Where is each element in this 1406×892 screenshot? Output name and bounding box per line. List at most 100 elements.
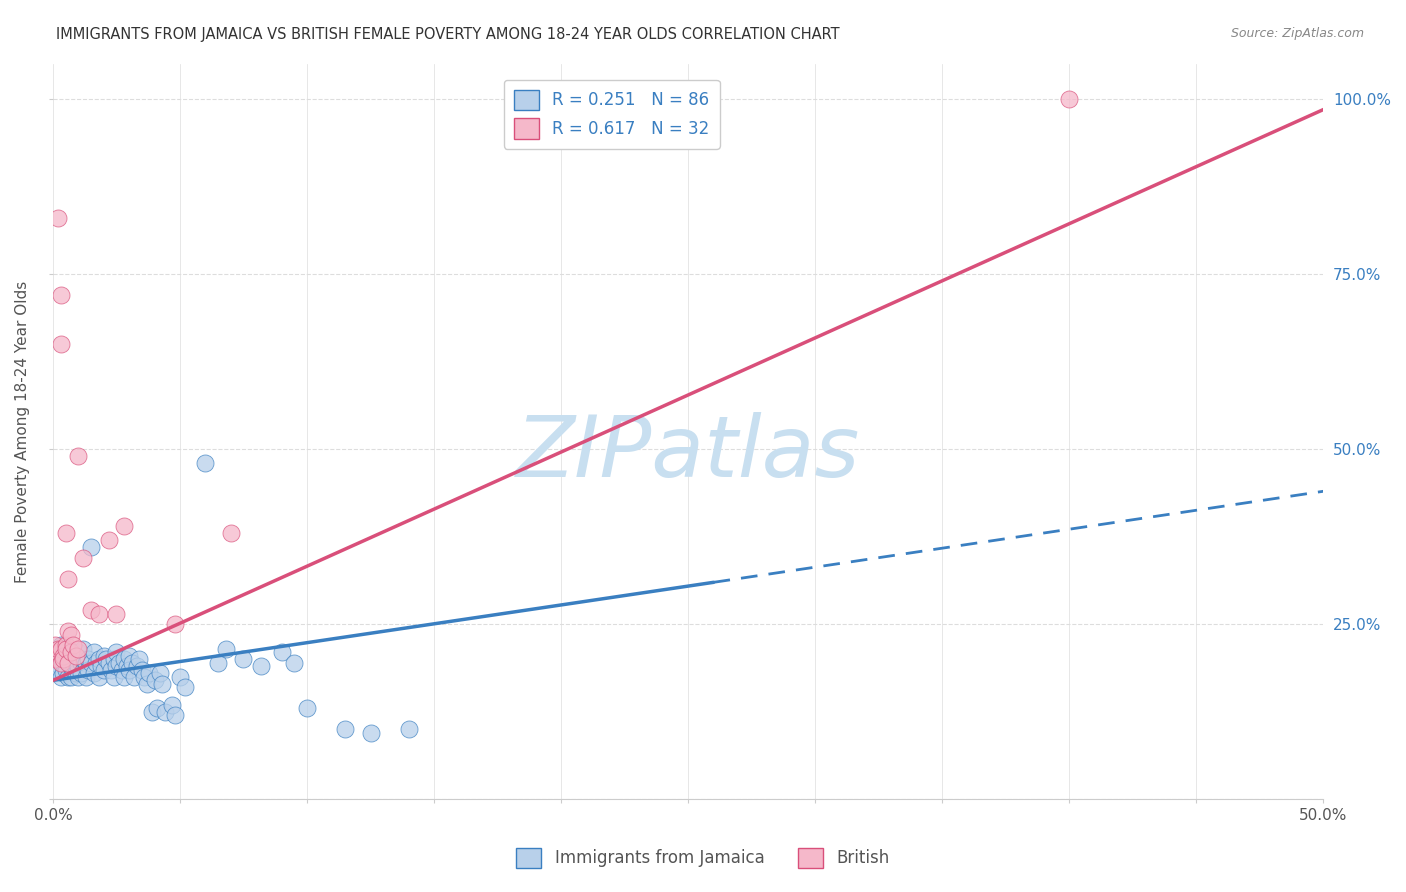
Point (49, 337, 72, 351)
Point (65, 666, 87, 681)
Point (59, 645, 82, 659)
Point (333, 723, 356, 737)
Point (72, 550, 94, 565)
Point (52, 648, 75, 663)
Point (162, 698, 184, 712)
Point (150, 677, 173, 691)
Point (115, 659, 138, 673)
Point (62, 639, 84, 653)
Legend: R = 0.251   N = 86, R = 0.617   N = 32: R = 0.251 N = 86, R = 0.617 N = 32 (505, 79, 720, 149)
Point (46, 211, 69, 226)
Point (110, 663, 132, 677)
Point (83, 666, 105, 681)
Point (55, 663, 77, 677)
Point (174, 681, 197, 695)
Point (108, 656, 131, 670)
Point (49, 670, 72, 684)
Point (46, 645, 69, 659)
Point (46, 663, 69, 677)
Point (52, 666, 75, 681)
Point (118, 663, 141, 677)
Point (131, 663, 153, 677)
Point (67, 450, 90, 464)
Point (80, 603, 103, 617)
Point (52, 645, 75, 659)
Point (93, 648, 115, 663)
Point (44, 656, 66, 670)
Point (55, 526, 77, 541)
Point (46, 645, 69, 659)
Point (93, 663, 115, 677)
Point (112, 652, 135, 666)
Point (59, 659, 82, 673)
Point (55, 641, 77, 656)
Point (56, 624, 79, 639)
Point (96, 652, 118, 666)
Point (90, 659, 112, 673)
Point (67, 645, 90, 659)
Point (62, 663, 84, 677)
Point (1057, 92, 1080, 106)
Point (121, 656, 143, 670)
Point (122, 670, 145, 684)
Point (97, 656, 120, 670)
Point (44, 639, 66, 653)
Text: IMMIGRANTS FROM JAMAICA VS BRITISH FEMALE POVERTY AMONG 18-24 YEAR OLDS CORRELAT: IMMIGRANTS FROM JAMAICA VS BRITISH FEMAL… (56, 27, 839, 42)
Point (49, 656, 72, 670)
Point (103, 652, 125, 666)
Point (83, 645, 105, 659)
Point (146, 701, 169, 715)
Point (84, 656, 107, 670)
Point (128, 652, 150, 666)
Point (194, 456, 217, 470)
Point (163, 617, 186, 632)
Point (97, 533, 120, 548)
Point (360, 726, 382, 740)
Point (215, 641, 238, 656)
Point (163, 708, 186, 723)
Point (105, 645, 128, 659)
Point (100, 663, 122, 677)
Point (70, 666, 93, 681)
Point (56, 656, 79, 670)
Point (80, 541, 103, 555)
Point (103, 670, 125, 684)
Point (52, 656, 75, 670)
Point (59, 670, 82, 684)
Point (232, 652, 254, 666)
Point (138, 666, 160, 681)
Point (141, 705, 163, 719)
Point (270, 645, 292, 659)
Point (56, 670, 79, 684)
Point (135, 677, 157, 691)
Point (72, 641, 94, 656)
Point (77, 663, 100, 677)
Point (65, 648, 87, 663)
Point (87, 607, 110, 621)
Point (49, 288, 72, 302)
Point (59, 652, 82, 666)
Point (112, 670, 135, 684)
Point (59, 628, 82, 642)
Point (56, 656, 79, 670)
Point (77, 652, 100, 666)
Point (219, 526, 242, 541)
Point (62, 645, 84, 659)
Point (283, 656, 305, 670)
Point (118, 648, 141, 663)
Text: Source: ZipAtlas.com: Source: ZipAtlas.com (1230, 27, 1364, 40)
Point (52, 652, 75, 666)
Point (153, 705, 176, 719)
Point (125, 659, 148, 673)
Point (44, 652, 66, 666)
Point (67, 659, 90, 673)
Point (56, 648, 79, 663)
Legend: Immigrants from Jamaica, British: Immigrants from Jamaica, British (510, 841, 896, 875)
Point (67, 641, 90, 656)
Point (75, 670, 97, 684)
Point (56, 572, 79, 586)
Point (87, 670, 110, 684)
Point (87, 652, 110, 666)
Text: ZIPatlas: ZIPatlas (516, 412, 860, 495)
Point (112, 519, 135, 533)
